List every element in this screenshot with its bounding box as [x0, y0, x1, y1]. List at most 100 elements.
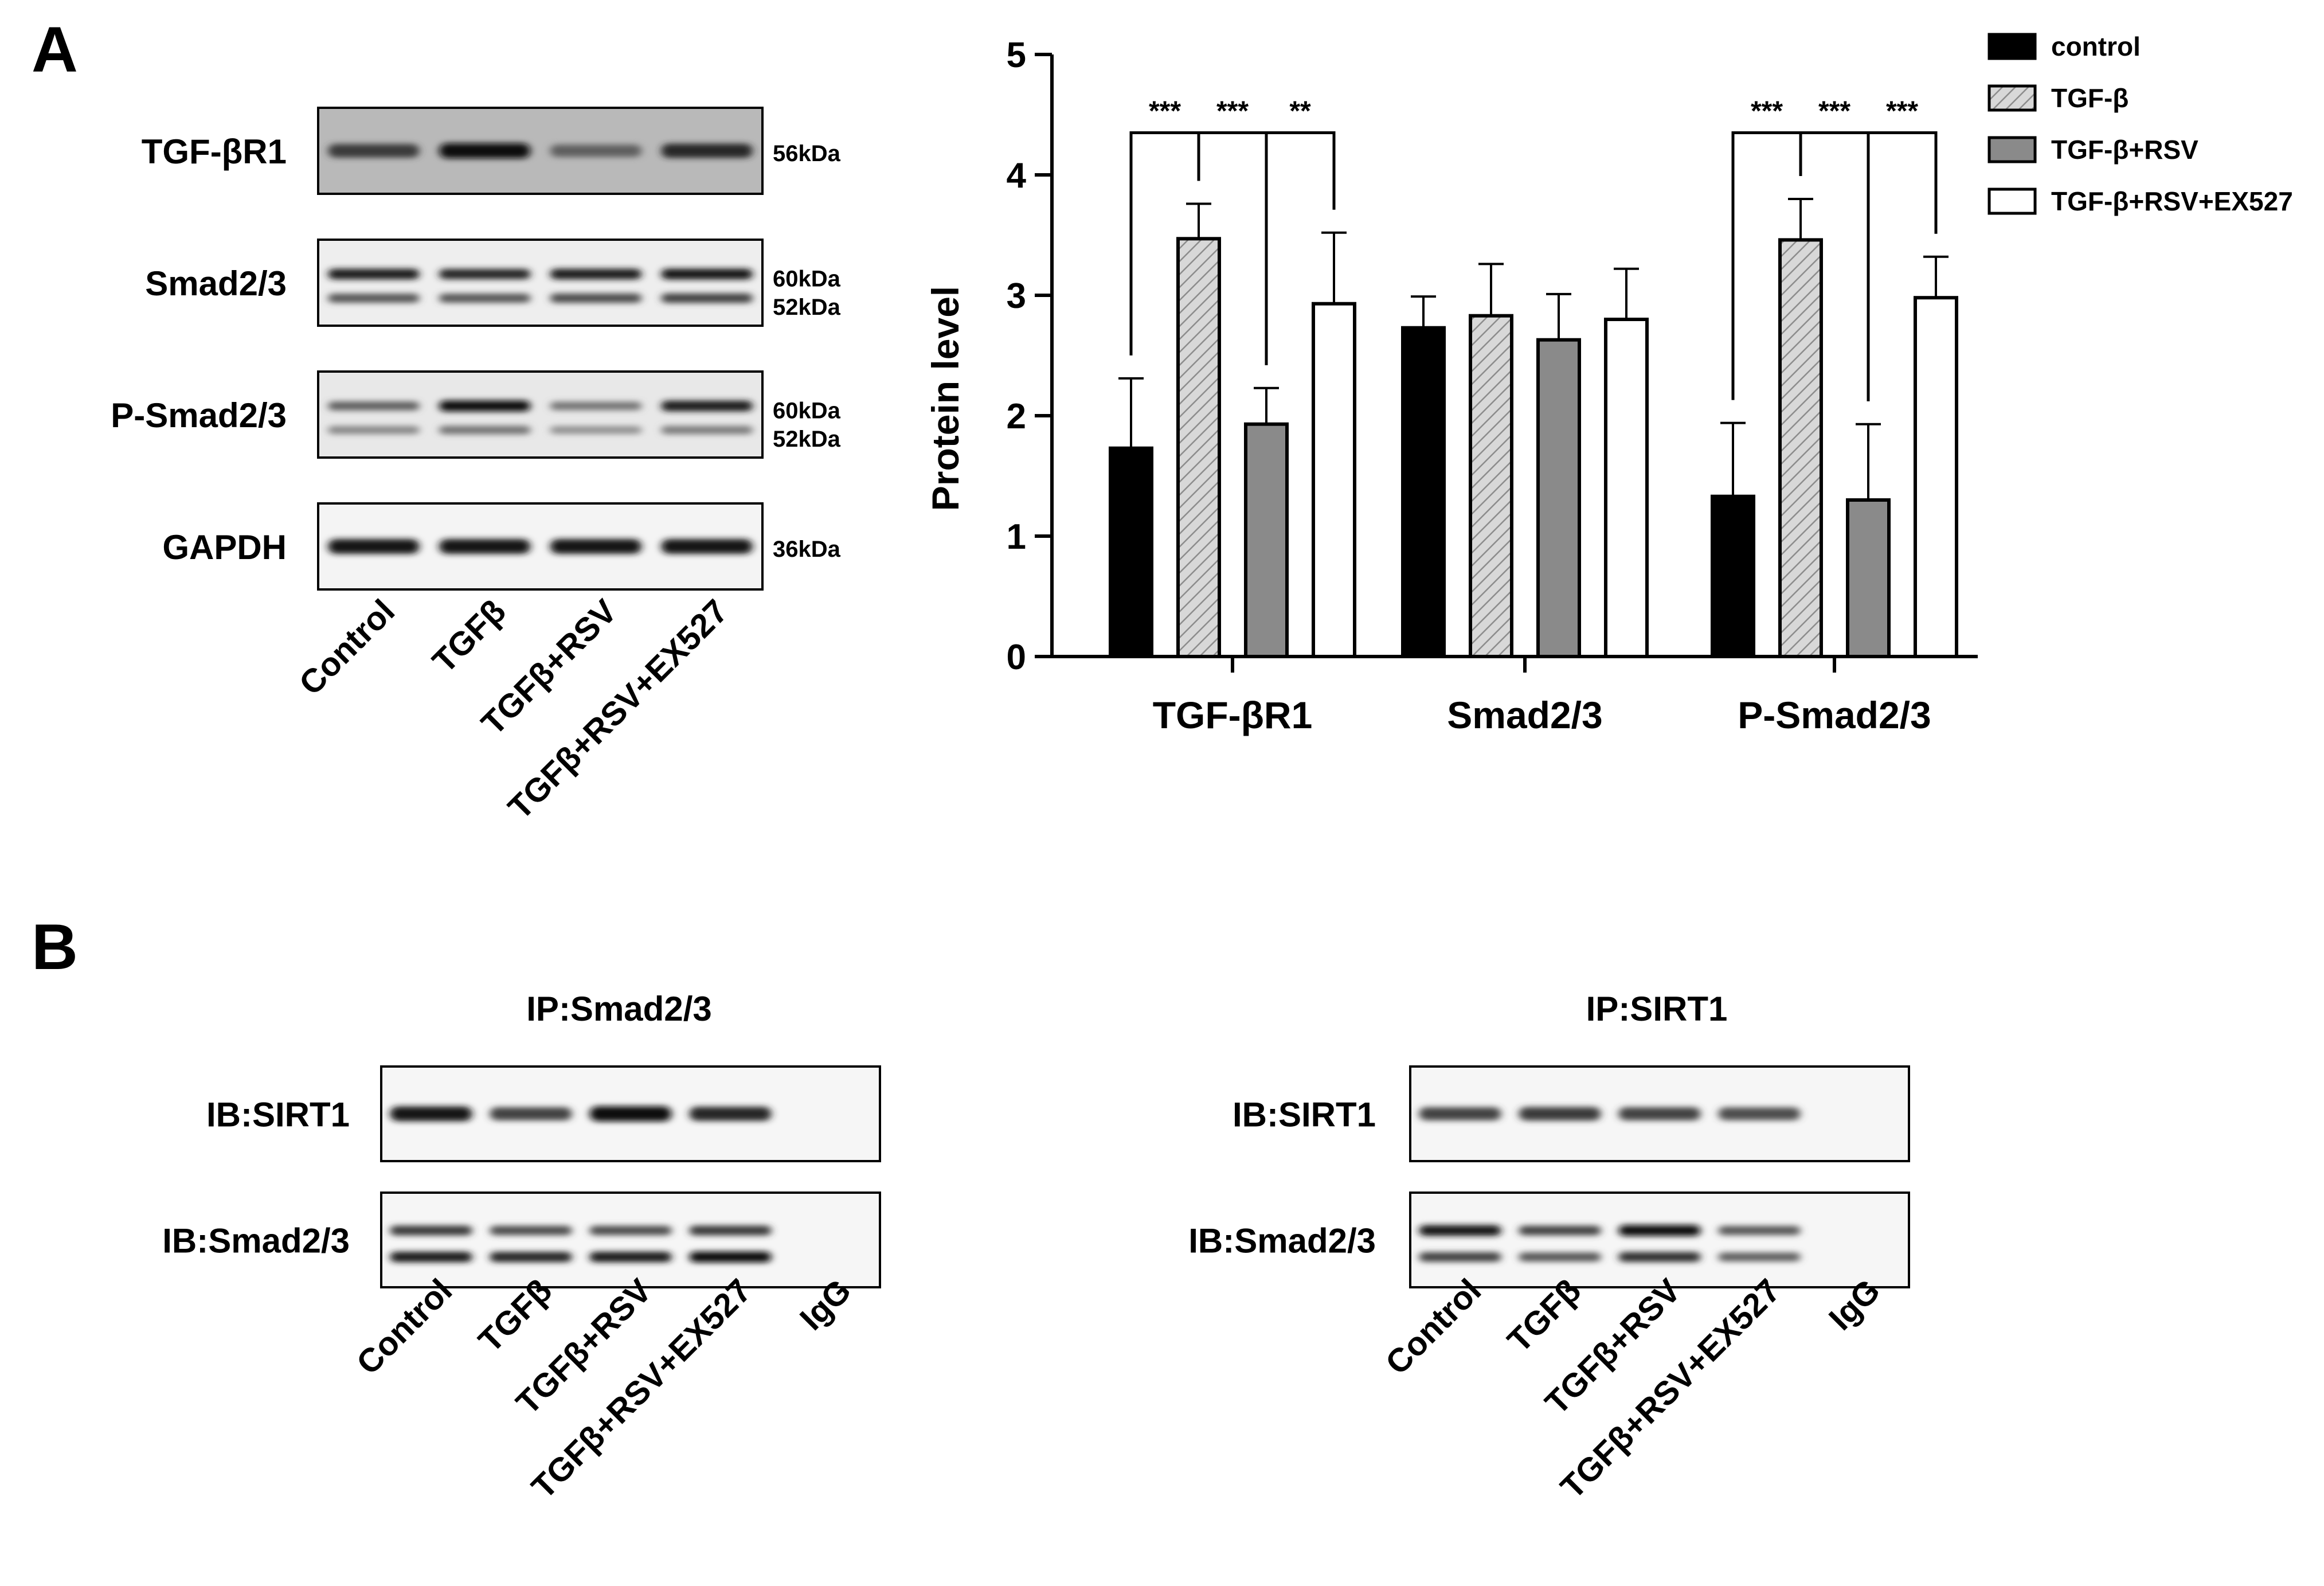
lane-label-tgf: TGFβ	[425, 592, 513, 680]
blot-band	[328, 426, 420, 434]
blot-row-label: IB:SIRT1	[1233, 1096, 1376, 1134]
blot-band	[439, 539, 531, 554]
blot-row-label: Smad2/3	[145, 264, 287, 303]
blot-band	[689, 1251, 772, 1263]
legend-swatch-tgf-rsv	[1987, 136, 2037, 163]
blot-band	[439, 400, 531, 412]
blot-band	[439, 425, 531, 435]
blot-band	[1519, 1252, 1601, 1262]
blot-row-label: TGF-βR1	[142, 132, 287, 171]
blot-band	[1419, 1107, 1501, 1121]
significance-label: ***	[1751, 96, 1783, 127]
legend-label-tgf: TGF-β	[2051, 83, 2129, 113]
bar-tgf-smad2-3	[1469, 314, 1513, 658]
blot-band	[1618, 1107, 1701, 1121]
blot-band	[550, 426, 641, 434]
blot-band	[328, 401, 420, 411]
blot-band	[328, 268, 420, 280]
molecular-weight-marker: 52kDa	[773, 295, 841, 320]
significance-brackets: *** *** ** *** *** ***	[1129, 96, 1938, 401]
blot-band	[550, 293, 641, 303]
lane-label-control: Control	[292, 592, 402, 702]
blot-band	[550, 268, 641, 280]
blot-band	[1618, 1252, 1701, 1262]
blot-band	[390, 1225, 472, 1236]
bar-tgf-rsv-ex527-p-smad2-3	[1914, 296, 1958, 658]
y-tick-label: 2	[1007, 397, 1026, 436]
blot-band	[328, 539, 420, 554]
x-tick-label-p-smad2-3: P-Smad2/3	[1738, 694, 1931, 736]
lane-label-tgf-rsv-ex527: TGFβ+RSV+EX527	[501, 592, 735, 826]
y-tick-label: 4	[1007, 156, 1027, 196]
legend-label-control: control	[2051, 32, 2141, 61]
blot-row-label: IB:SIRT1	[206, 1096, 350, 1134]
blot-band	[390, 1252, 472, 1263]
blot-band	[661, 400, 753, 412]
significance-label: ***	[1818, 96, 1850, 127]
y-tick-label: 0	[1007, 638, 1026, 677]
bar-tgf-rsv-smad2-3	[1536, 338, 1581, 658]
blot-row-label: IB:Smad2/3	[162, 1222, 350, 1260]
blot-band	[439, 269, 531, 279]
blot-row-label: GAPDH	[162, 528, 287, 567]
blot-band	[550, 539, 641, 554]
molecular-weight-marker: 56kDa	[773, 141, 841, 166]
blot-band	[689, 1107, 772, 1121]
significance-label: **	[1289, 96, 1311, 127]
blot-band	[661, 539, 753, 554]
significance-bracket	[1265, 131, 1336, 365]
y-tick-label: 5	[1007, 36, 1026, 75]
western-blot-panel-a: TGF-βR1 56kDa Smad2/3 60kDa 52kDa P-Smad2/3 60…	[111, 107, 841, 827]
blot-band	[490, 1252, 572, 1263]
blot-frame	[1409, 1192, 1910, 1288]
blot-band	[589, 1225, 672, 1236]
bar-control-smad2-3	[1401, 326, 1446, 658]
molecular-weight-marker: 52kDa	[773, 427, 841, 452]
significance-label: ***	[1216, 96, 1249, 127]
blot-band	[439, 143, 531, 159]
y-tick-label: 1	[1007, 517, 1026, 557]
blot-band	[589, 1106, 672, 1122]
blot-band	[550, 144, 641, 157]
blot-band	[1718, 1107, 1801, 1120]
bar-tgf-tgf-r1	[1176, 237, 1221, 658]
ip-label-smad: IP:Smad2/3	[526, 990, 711, 1028]
blot-band	[490, 1107, 572, 1121]
y-axis: 0 1 2 3 4 5	[1007, 36, 1054, 677]
bar-control-tgf-r1	[1109, 446, 1153, 658]
ip-label-sirt1: IP:SIRT1	[1586, 990, 1728, 1028]
y-axis-label: Protein level	[924, 286, 967, 511]
x-axis: TGF-βR1 Smad2/3 P-Smad2/3	[1052, 655, 1978, 736]
bar-tgf-p-smad2-3	[1778, 238, 1823, 658]
blot-band	[661, 143, 753, 158]
blot-frame	[380, 1192, 881, 1288]
blot-band	[661, 425, 753, 435]
x-tick-label-smad2-3: Smad2/3	[1447, 694, 1602, 736]
blot-band	[439, 294, 531, 303]
legend-swatch-tgf-rsv-ex527	[1987, 187, 2037, 215]
bar-tgf-rsv-p-smad2-3	[1846, 498, 1891, 658]
molecular-weight-marker: 60kDa	[773, 399, 841, 424]
blot-band	[328, 144, 420, 158]
y-tick-label: 3	[1007, 276, 1026, 316]
blot-band	[1718, 1252, 1801, 1261]
bar-control-p-smad2-3	[1711, 494, 1755, 658]
blot-band	[661, 268, 753, 280]
significance-label: ***	[1149, 96, 1181, 127]
blot-band	[689, 1225, 772, 1236]
molecular-weight-marker: 36kDa	[773, 537, 841, 562]
blot-band	[1519, 1225, 1601, 1236]
blot-frame	[317, 239, 764, 327]
blot-band	[1718, 1226, 1801, 1235]
blot-band	[1419, 1252, 1501, 1262]
blot-band	[1618, 1225, 1701, 1236]
panel-a-letter: A	[32, 14, 78, 85]
legend-label-tgf-rsv-ex527: TGF-β+RSV+EX527	[2051, 186, 2293, 216]
blot-band	[1519, 1107, 1601, 1121]
blot-band	[661, 293, 753, 303]
significance-bracket	[1867, 131, 1938, 401]
significance-label: ***	[1886, 96, 1918, 127]
bar-series	[1109, 198, 1958, 658]
